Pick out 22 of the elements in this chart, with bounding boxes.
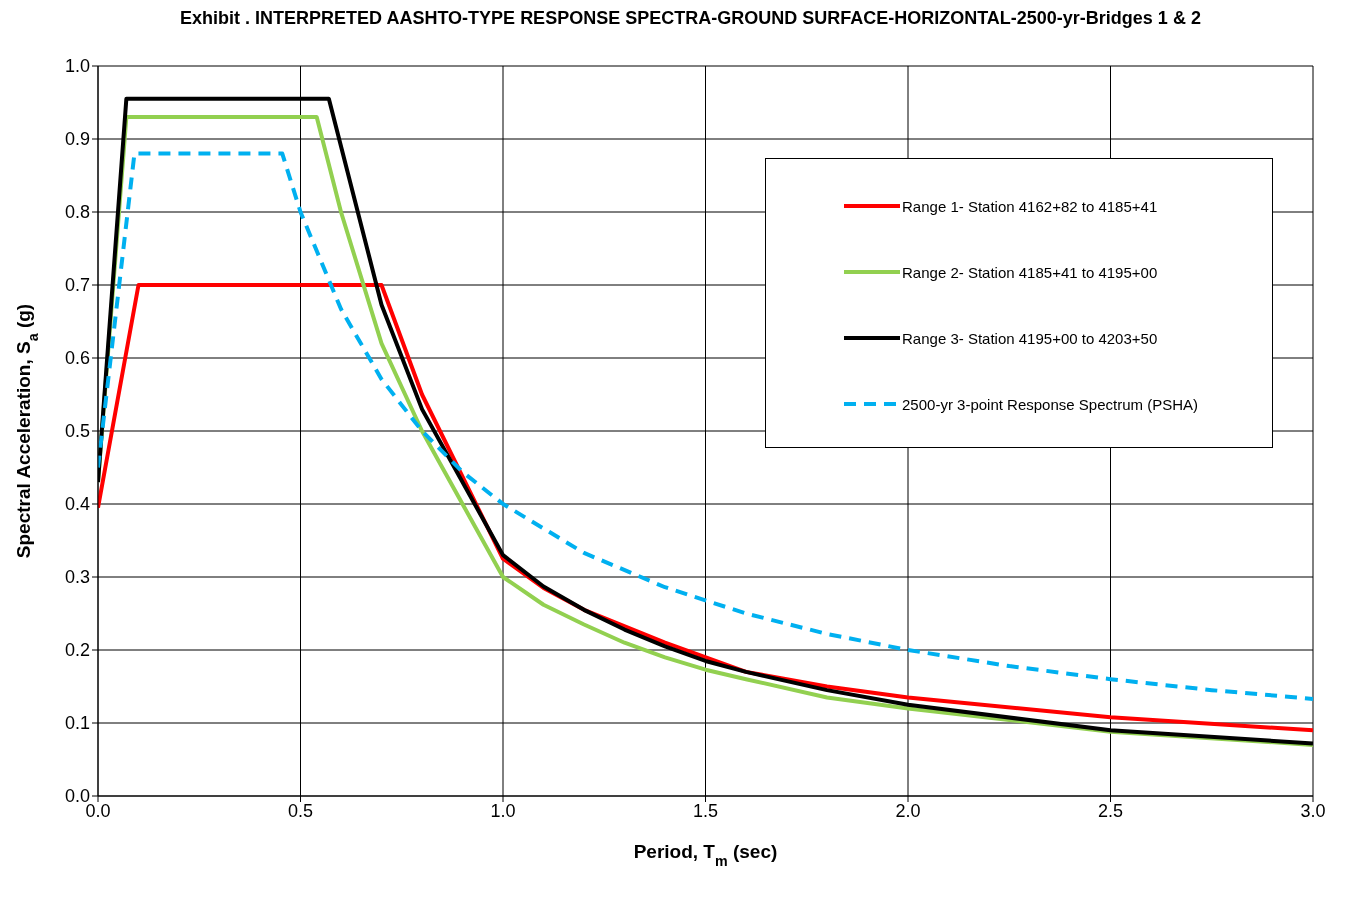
x-tick-label: 3.0 <box>1300 800 1326 821</box>
y-tick-label: 0.2 <box>64 640 90 661</box>
y-tick-label: 0.9 <box>64 129 90 150</box>
y-tick-label: 0.1 <box>64 713 90 734</box>
x-tick-label: 1.0 <box>490 800 516 821</box>
x-tick-label: 0.5 <box>287 800 314 821</box>
x-tick-label: 2.5 <box>1097 800 1124 821</box>
x-tick-label: 2.0 <box>895 800 921 821</box>
y-tick-label: 0.6 <box>64 348 90 369</box>
y-tick-label: 0.4 <box>64 494 90 515</box>
legend-label: Range 2- Station 4185+41 to 4195+00 <box>902 263 1158 281</box>
legend-label: Range 3- Station 4195+00 to 4203+50 <box>902 329 1158 347</box>
y-tick-label: 0.3 <box>64 567 90 588</box>
x-axis-title: Period, T$_{m}$ (sec) <box>633 841 778 869</box>
y-tick-label: 0.8 <box>64 202 90 223</box>
chart-title: Exhibit . INTERPRETED AASHTO-TYPE RESPONSE SPECTRA-GROUND SURFACE-HORIZONTAL-2500-yr-Bridges 1 & 2 <box>179 8 1202 30</box>
y-tick-label: 1.0 <box>64 56 90 77</box>
legend-label: 2500-yr 3-point Response Spectrum (PSHA) <box>902 395 1198 413</box>
y-tick-label: 0.5 <box>64 421 90 442</box>
y-tick-label: 0.7 <box>64 275 90 296</box>
x-tick-label: 1.5 <box>692 800 719 821</box>
legend-label: Range 1- Station 4162+82 to 4185+41 <box>902 197 1158 215</box>
